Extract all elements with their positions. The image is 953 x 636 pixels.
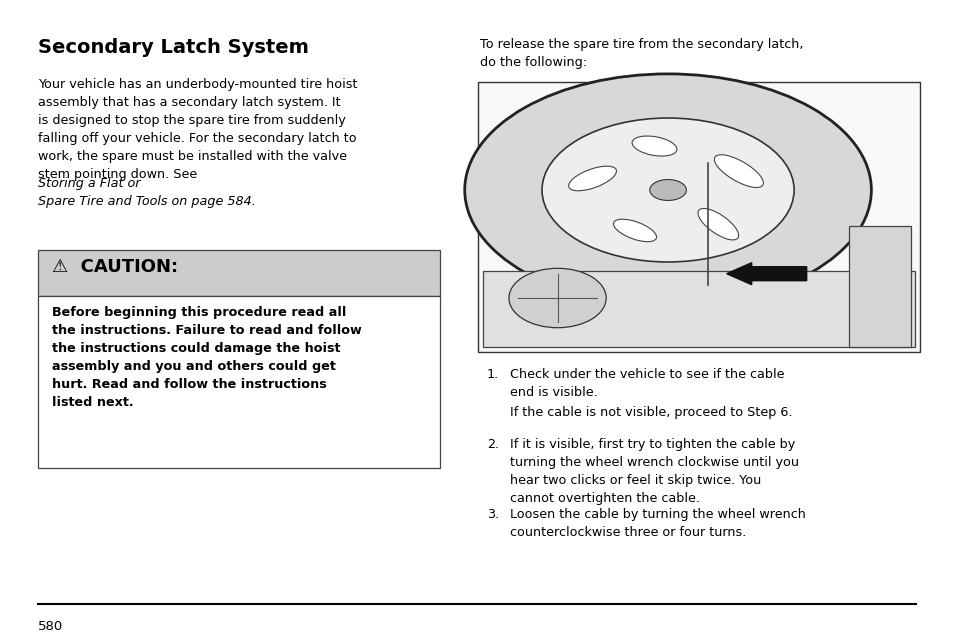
Bar <box>38 250 439 296</box>
Ellipse shape <box>613 219 656 242</box>
Text: If it is visible, first try to tighten the cable by
turning the wheel wrench clo: If it is visible, first try to tighten t… <box>510 438 799 505</box>
Text: Loosen the cable by turning the wheel wrench
counterclockwise three or four turn: Loosen the cable by turning the wheel wr… <box>510 508 805 539</box>
Ellipse shape <box>541 118 793 262</box>
Text: Storing a Flat or
Spare Tire and Tools on page 584.: Storing a Flat or Spare Tire and Tools o… <box>38 177 255 208</box>
Text: Check under the vehicle to see if the cable
end is visible.: Check under the vehicle to see if the ca… <box>510 368 783 399</box>
Text: To release the spare tire from the secondary latch,
do the following:: To release the spare tire from the secon… <box>479 38 802 69</box>
Text: 2.: 2. <box>486 438 498 451</box>
Ellipse shape <box>698 209 738 240</box>
Text: 3.: 3. <box>486 508 498 521</box>
Bar <box>482 272 914 347</box>
Ellipse shape <box>649 179 685 200</box>
Text: If the cable is not visible, proceed to Step 6.: If the cable is not visible, proceed to … <box>510 406 792 419</box>
Text: Before beginning this procedure read all
the instructions. Failure to read and f: Before beginning this procedure read all… <box>52 306 361 409</box>
Ellipse shape <box>632 136 677 156</box>
Text: 580: 580 <box>38 620 63 633</box>
Text: 1.: 1. <box>486 368 498 381</box>
FancyArrow shape <box>726 263 806 285</box>
Text: ⚠  CAUTION:: ⚠ CAUTION: <box>52 258 178 276</box>
Text: Your vehicle has an underbody-mounted tire hoist
assembly that has a secondary l: Your vehicle has an underbody-mounted ti… <box>38 78 357 181</box>
Bar <box>848 226 910 347</box>
Ellipse shape <box>508 268 605 328</box>
Text: Secondary Latch System: Secondary Latch System <box>38 38 309 57</box>
Bar <box>38 296 439 468</box>
Ellipse shape <box>568 166 616 191</box>
Ellipse shape <box>714 155 762 188</box>
Ellipse shape <box>464 74 870 306</box>
Bar <box>477 82 919 352</box>
